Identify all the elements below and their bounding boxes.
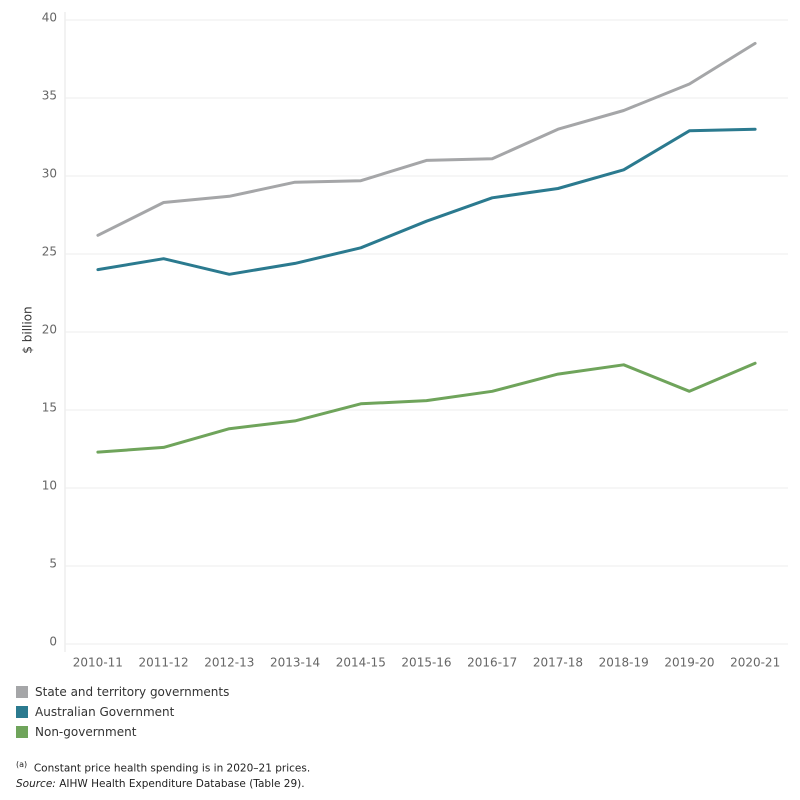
y-tick-label: 40 bbox=[42, 11, 57, 25]
legend-label: Non-government bbox=[35, 725, 137, 739]
x-tick-label: 2018-19 bbox=[599, 656, 649, 670]
x-tick-label: 2017-18 bbox=[533, 656, 583, 670]
source-label: Source: bbox=[16, 777, 56, 790]
x-tick-label: 2016-17 bbox=[467, 656, 517, 670]
legend-label: Australian Government bbox=[35, 705, 175, 719]
legend-label: State and territory governments bbox=[35, 685, 230, 699]
footnote: (a) Constant price health spending is in… bbox=[16, 757, 310, 777]
legend-swatch bbox=[16, 726, 28, 738]
legend-item: Non-government bbox=[16, 722, 229, 742]
y-tick-label: 30 bbox=[42, 167, 57, 181]
y-tick-label: 0 bbox=[49, 635, 57, 649]
footnote-marker: (a) bbox=[16, 760, 28, 769]
x-tick-label: 2011-12 bbox=[139, 656, 189, 670]
y-tick-label: 15 bbox=[42, 401, 57, 415]
x-tick-label: 2020-21 bbox=[730, 656, 780, 670]
x-tick-label: 2010-11 bbox=[73, 656, 123, 670]
y-tick-label: 35 bbox=[42, 89, 57, 103]
y-tick-label: 25 bbox=[42, 245, 57, 259]
y-tick-label: 20 bbox=[42, 323, 57, 337]
series-line bbox=[96, 41, 757, 237]
legend-swatch bbox=[16, 706, 28, 718]
legend-item: State and territory governments bbox=[16, 682, 229, 702]
x-tick-label: 2013-14 bbox=[270, 656, 320, 670]
y-tick-label: 10 bbox=[42, 479, 57, 493]
legend-item: Australian Government bbox=[16, 702, 229, 722]
source-text: AIHW Health Expenditure Database (Table … bbox=[59, 777, 305, 790]
series-line bbox=[96, 127, 757, 276]
x-tick-label: 2012-13 bbox=[204, 656, 254, 670]
series-line bbox=[96, 361, 757, 454]
notes: (a) Constant price health spending is in… bbox=[16, 757, 310, 792]
y-axis-label: $ billion bbox=[21, 306, 35, 353]
legend: State and territory governments Australia… bbox=[16, 682, 229, 742]
x-tick-label: 2019-20 bbox=[664, 656, 714, 670]
chart: $ billion 0 5 10 15 20 25 30 35 40 2010-11 2011-12… bbox=[21, 11, 788, 670]
legend-swatch bbox=[16, 686, 28, 698]
x-tick-label: 2015-16 bbox=[401, 656, 451, 670]
x-tick-label: 2014-15 bbox=[336, 656, 386, 670]
footnote-text: Constant price health spending is in 202… bbox=[33, 762, 311, 775]
source: Source: AIHW Health Expenditure Database… bbox=[16, 777, 310, 792]
y-tick-label: 5 bbox=[49, 557, 57, 571]
